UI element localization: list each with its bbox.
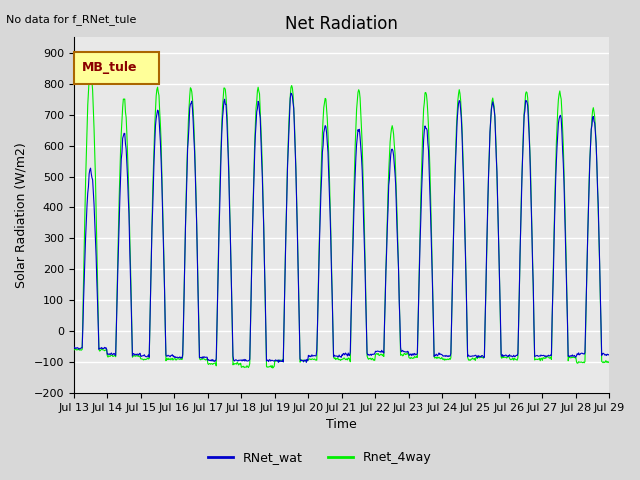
FancyBboxPatch shape bbox=[74, 51, 159, 84]
Title: Net Radiation: Net Radiation bbox=[285, 15, 398, 33]
X-axis label: Time: Time bbox=[326, 419, 357, 432]
Legend: RNet_wat, Rnet_4way: RNet_wat, Rnet_4way bbox=[203, 446, 437, 469]
Text: No data for f_RNet_tule: No data for f_RNet_tule bbox=[6, 14, 137, 25]
Text: MB_tule: MB_tule bbox=[82, 61, 138, 74]
Y-axis label: Solar Radiation (W/m2): Solar Radiation (W/m2) bbox=[15, 143, 28, 288]
